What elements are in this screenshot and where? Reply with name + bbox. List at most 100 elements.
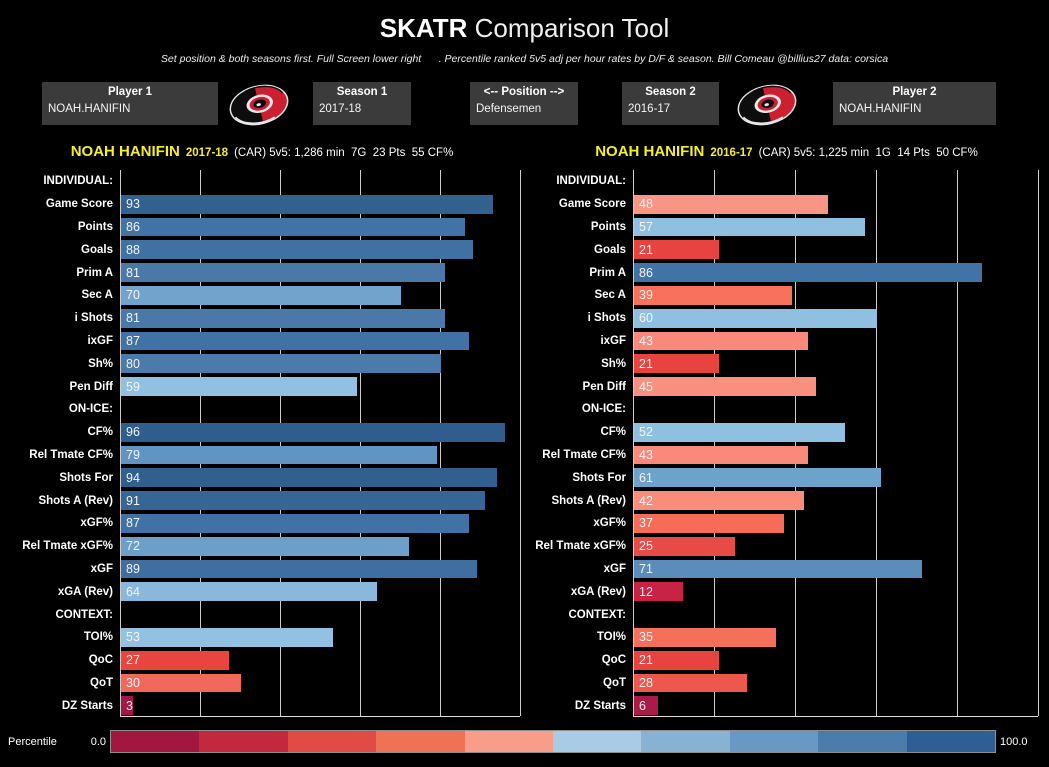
- percentile-bar[interactable]: 64: [121, 582, 377, 602]
- metric-label: xGF%: [80, 517, 113, 530]
- percentile-bar[interactable]: 3: [121, 696, 133, 716]
- percentile-bar[interactable]: 88: [121, 240, 473, 260]
- gridline: [957, 170, 958, 716]
- percentile-bar[interactable]: 27: [121, 650, 229, 670]
- plot-area: 87: [120, 512, 520, 535]
- player2-selector-value[interactable]: NOAH.HANIFIN: [839, 103, 922, 115]
- percentile-bar[interactable]: 21: [634, 240, 720, 260]
- metric-label: QoC: [88, 654, 113, 667]
- section-row: CONTEXT:: [524, 603, 1049, 626]
- legend-title: Percentile: [8, 736, 57, 748]
- legend-segment: [199, 731, 288, 752]
- gridline: [714, 170, 715, 716]
- plot-area: 12: [633, 580, 1038, 603]
- percentile-bar[interactable]: 87: [121, 331, 469, 351]
- position-selector-value[interactable]: Defensemen: [476, 103, 542, 115]
- season2-selector-label: Season 2: [645, 86, 696, 98]
- bar-value-label: 45: [639, 379, 653, 394]
- plot-area: 53: [120, 626, 520, 649]
- legend-segment: [287, 731, 377, 752]
- metric-label: Rel Tmate CF%: [29, 448, 113, 461]
- metric-row: Rel Tmate xGF% 25: [524, 535, 1049, 558]
- percentile-bar[interactable]: 60: [634, 308, 877, 328]
- position-selector[interactable]: <-- Position --> Defensemen: [470, 82, 578, 125]
- metric-label: QoT: [90, 676, 113, 689]
- bar-chart-player1-season1: INDIVIDUAL: Game Score 93 Points 86 Goals 88 Pr…: [0, 170, 524, 717]
- plot-area: 88: [120, 238, 520, 261]
- percentile-bar[interactable]: 37: [634, 513, 784, 533]
- percentile-bar[interactable]: 53: [121, 627, 333, 647]
- percentile-bar[interactable]: 35: [634, 627, 776, 647]
- percentile-bar[interactable]: 81: [121, 308, 445, 328]
- percentile-bar[interactable]: 28: [634, 673, 748, 693]
- percentile-bar[interactable]: 45: [634, 377, 817, 396]
- player1-selector-value[interactable]: NOAH.HANIFIN: [48, 103, 131, 115]
- metric-row: Shots A (Rev) 42: [524, 489, 1049, 512]
- plot-area: [633, 398, 1038, 421]
- percentile-bar[interactable]: 43: [634, 445, 809, 465]
- percentile-bar[interactable]: 81: [121, 263, 445, 282]
- bar-value-label: 21: [639, 242, 653, 257]
- percentile-bar[interactable]: 80: [121, 354, 441, 374]
- percentile-bar[interactable]: 87: [121, 513, 469, 533]
- percentile-bar[interactable]: 96: [121, 422, 505, 442]
- metric-label: DZ Starts: [61, 699, 113, 712]
- percentile-bar[interactable]: 39: [634, 285, 792, 305]
- plot-area: 27: [120, 649, 520, 672]
- percentile-bar[interactable]: 79: [121, 445, 437, 465]
- page-title: SKATR Comparison Tool: [0, 13, 1049, 44]
- gridline: [1038, 170, 1039, 716]
- bar-value-label: 72: [126, 539, 140, 554]
- player1-selector[interactable]: Player 1 NOAH.HANIFIN: [42, 82, 218, 125]
- bar-value-label: 42: [639, 493, 653, 508]
- percentile-bar[interactable]: 42: [634, 491, 805, 510]
- percentile-bar[interactable]: 91: [121, 491, 485, 510]
- percentile-bar[interactable]: 72: [121, 536, 409, 556]
- bar-value-label: 80: [126, 356, 140, 371]
- plot-area: 72: [120, 535, 520, 558]
- percentile-bar[interactable]: 93: [121, 194, 493, 214]
- percentile-bar[interactable]: 57: [634, 217, 865, 237]
- bar-value-label: 43: [639, 333, 653, 348]
- metric-label: TOI%: [596, 631, 626, 644]
- plot-area: 52: [633, 421, 1038, 444]
- metric-label: xGF: [90, 562, 113, 575]
- season2-selector-value[interactable]: 2016-17: [628, 103, 671, 115]
- metric-label: Sec A: [594, 289, 626, 302]
- percentile-bar[interactable]: 86: [121, 217, 465, 237]
- metric-label: i Shots: [587, 312, 626, 325]
- percentile-bar[interactable]: 12: [634, 582, 683, 602]
- player2-season: 2016-17: [710, 147, 753, 159]
- plot-area: 91: [120, 489, 520, 512]
- percentile-bar[interactable]: 59: [121, 377, 357, 396]
- percentile-bar[interactable]: 70: [121, 285, 401, 305]
- percentile-bar[interactable]: 43: [634, 331, 809, 351]
- metric-label: CF%: [600, 426, 626, 439]
- season2-selector[interactable]: Season 2 2016-17: [622, 82, 719, 125]
- percentile-bar[interactable]: 71: [634, 559, 922, 579]
- plot-area: 64: [120, 580, 520, 603]
- percentile-bar[interactable]: 89: [121, 559, 477, 579]
- percentile-bar[interactable]: 21: [634, 354, 720, 374]
- percentile-bar[interactable]: 94: [121, 468, 497, 488]
- plot-area: 70: [120, 284, 520, 307]
- percentile-bar[interactable]: 6: [634, 696, 659, 716]
- metric-label: xGA (Rev): [57, 585, 113, 598]
- plot-area: 81: [120, 261, 520, 284]
- season1-selector[interactable]: Season 1 2017-18: [313, 82, 411, 125]
- percentile-bar[interactable]: 25: [634, 536, 736, 556]
- percentile-bar[interactable]: 52: [634, 422, 845, 442]
- bar-value-label: 59: [126, 379, 140, 394]
- gridline: [120, 170, 121, 716]
- percentile-bar[interactable]: 86: [634, 263, 983, 282]
- chart-title-player1: NOAH HANIFIN 2017-18 (CAR) 5v5: 1,286 mi…: [0, 143, 524, 163]
- player2-selector[interactable]: Player 2 NOAH.HANIFIN: [833, 82, 996, 125]
- percentile-bar[interactable]: 48: [634, 194, 829, 214]
- season1-selector-value[interactable]: 2017-18: [319, 103, 362, 115]
- percentile-bar[interactable]: 61: [634, 468, 882, 488]
- percentile-bar[interactable]: 21: [634, 650, 720, 670]
- metric-row: xGF 89: [0, 558, 524, 581]
- percentile-bar[interactable]: 30: [121, 673, 241, 693]
- metric-label: Goals: [81, 243, 113, 256]
- plot-area: 6: [633, 694, 1038, 717]
